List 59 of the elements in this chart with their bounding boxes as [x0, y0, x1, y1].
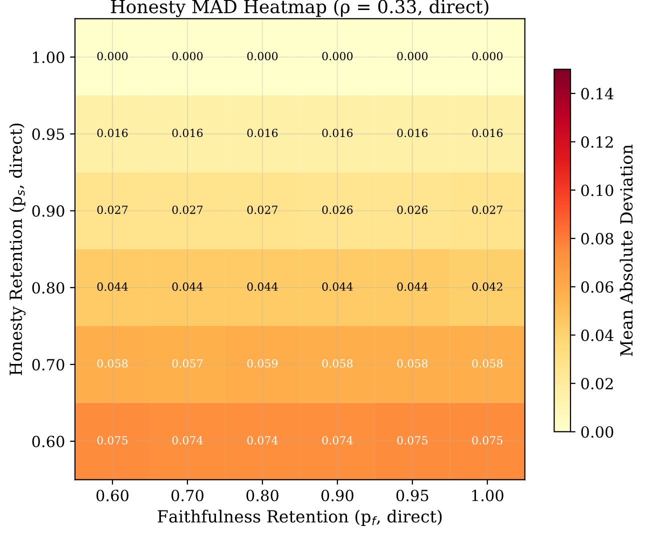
data-label: 0.016: [247, 128, 278, 138]
data-label: 0.000: [97, 52, 128, 60]
color-bar-label: 0.08: [581, 232, 614, 244]
data-label: 0.000: [322, 52, 353, 60]
data-label: 0.058: [397, 359, 428, 368]
data-label: 0.044: [172, 282, 203, 291]
data-label: 0.027: [472, 206, 502, 214]
data-label: 0.058: [97, 359, 128, 368]
x-tick-label: 1.00: [472, 490, 504, 502]
data-label: 0.074: [322, 436, 353, 445]
x-tick-label: 0.60: [96, 490, 128, 502]
data-label: 0.000: [397, 52, 428, 60]
data-label: 0.027: [172, 206, 203, 214]
y-tick-label: 0.70: [32, 358, 64, 370]
data-label: 0.044: [247, 282, 278, 291]
data-label: 0.016: [472, 128, 503, 138]
data-label: 0.044: [322, 282, 353, 291]
data-label: 0.042: [472, 282, 502, 291]
data-label: 0.016: [172, 128, 203, 138]
color-bar-label: 0.12: [581, 136, 613, 148]
data-label: 0.044: [97, 282, 128, 291]
data-label: 0.000: [472, 52, 503, 60]
data-label: 0.027: [97, 206, 128, 214]
text: 0.00: [581, 426, 614, 438]
data-label: 0.000: [247, 52, 278, 60]
y-tick-label: 0.90: [32, 205, 64, 217]
y-tick-label: 0.95: [32, 128, 64, 140]
data-label: 0.074: [247, 436, 278, 445]
data-label: 0.075: [97, 436, 128, 445]
data-label: 0.074: [172, 436, 203, 445]
x-tick-label: 0.80: [246, 490, 278, 502]
data-label: 0.026: [322, 206, 353, 214]
data-label: 0.058: [322, 359, 353, 368]
color-bar-label: 0.04: [581, 330, 614, 342]
y-tick-label: 0.80: [32, 282, 64, 294]
data-label: 0.016: [322, 128, 353, 138]
y-axis-title: Honesty Retention (p$_{s}$, direct): [9, 124, 26, 376]
color-bar-label: 0.06: [581, 281, 614, 293]
data-label: 0.059: [247, 359, 278, 368]
data-label: 0.027: [247, 206, 278, 214]
data-label: 0.016: [397, 128, 428, 138]
x-axis-title: Faithfulness Retention (p$_{f}$, direct): [158, 510, 442, 526]
color-bar-label: 0.02: [581, 378, 613, 390]
x-tick-label: 0.95: [396, 490, 428, 502]
data-label: 0.058: [472, 359, 503, 368]
data-label: 0.000: [172, 52, 203, 60]
y-tick-label: 0.60: [32, 436, 64, 448]
color-bar-label: 0.10: [581, 184, 614, 196]
data-label: 0.075: [397, 436, 428, 445]
data-label: 0.026: [397, 206, 428, 214]
color-bar-label: 0.14: [581, 88, 614, 100]
y-tick-label: 1.00: [33, 52, 64, 64]
color-bar-title: Mean Absolute Deviation: [620, 144, 633, 356]
data-label: 0.044: [397, 282, 428, 291]
data-label: 0.016: [97, 128, 128, 138]
data-label: 0.075: [472, 436, 502, 445]
x-tick-label: 0.90: [321, 490, 354, 502]
data-label: 0.057: [172, 359, 203, 368]
x-tick-label: 0.70: [171, 490, 204, 502]
